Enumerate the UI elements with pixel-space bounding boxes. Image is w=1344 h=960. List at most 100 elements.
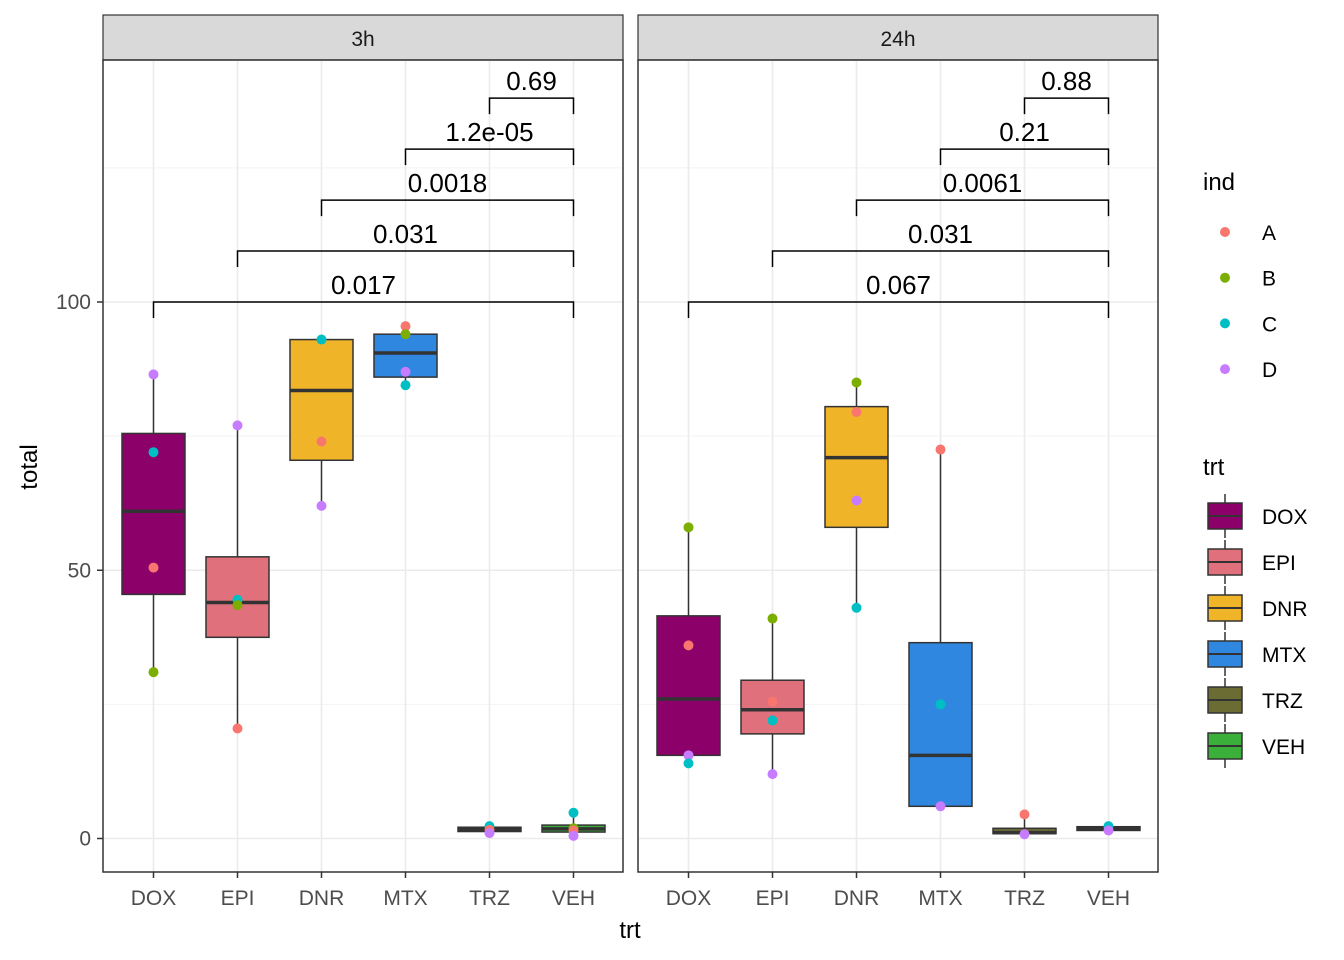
point-veh-c	[568, 807, 579, 818]
point-dnr-c	[851, 602, 862, 613]
legend-label: A	[1262, 222, 1276, 245]
point-mtx-b	[400, 329, 411, 340]
legend-label: TRZ	[1262, 690, 1303, 713]
legend-label: EPI	[1262, 552, 1296, 575]
legend-item-mtx: MTX	[1207, 632, 1306, 676]
box-dox	[121, 374, 186, 673]
box-body	[373, 333, 438, 378]
x-tick-label: EPI	[756, 887, 790, 910]
point-epi-a	[232, 723, 243, 734]
legend-key-point	[1220, 227, 1230, 237]
x-tick-label: DNR	[299, 887, 345, 910]
p-value-label: 0.0061	[943, 168, 1023, 198]
box-dnr	[824, 382, 889, 608]
legend-item-epi: EPI	[1207, 540, 1296, 584]
point-epi-c	[767, 715, 778, 726]
legend-label: B	[1262, 268, 1276, 291]
comparison-bracket	[152, 301, 575, 318]
comparison-bracket	[488, 97, 575, 115]
facet-strip-label: 3h	[351, 28, 374, 51]
legend-title: ind	[1203, 169, 1235, 196]
comparison-bracket	[404, 148, 575, 166]
panel-border	[102, 59, 624, 873]
x-axis: DOX EPI DNR MTX TRZ VEH	[666, 872, 1130, 910]
x-tick-label: DOX	[666, 887, 712, 910]
point-veh-d	[1103, 825, 1114, 836]
y-tick-label: 50	[68, 559, 91, 582]
facet-strip	[637, 14, 1159, 61]
facet-panel-3h: 3h 0.017 0.031 0.0018 1.2e-05 0.69 DOX EPI DNR MT…	[102, 14, 624, 910]
point-dox-a	[148, 562, 159, 573]
box-body	[740, 679, 805, 735]
point-dox-c	[683, 758, 694, 769]
legend-item-a: A	[1220, 222, 1276, 245]
point-dox-a	[683, 640, 694, 651]
legend-label: DOX	[1262, 506, 1308, 529]
point-dnr-d	[851, 495, 862, 506]
legend-label: MTX	[1262, 644, 1306, 667]
comparison-bracket	[771, 250, 1110, 268]
x-axis: DOX EPI DNR MTX TRZ VEH	[131, 872, 595, 910]
legend-key-point	[1220, 318, 1230, 329]
y-axis: 0 50 100	[56, 291, 103, 851]
point-epi-d	[232, 420, 243, 431]
p-value-label: 0.0018	[408, 168, 488, 198]
x-tick-label: EPI	[221, 887, 255, 910]
facet-panel-24h: 24h 0.067 0.031 0.0061 0.21 0.88 DOX EPI DNR MTX T…	[637, 14, 1159, 910]
comparisons: 0.067 0.031 0.0061 0.21 0.88	[687, 66, 1110, 318]
x-tick-label: MTX	[918, 887, 962, 910]
p-value-label: 0.031	[908, 219, 973, 249]
x-axis-title: trt	[619, 917, 641, 944]
x-tick-label: MTX	[383, 887, 427, 910]
point-dnr-b	[851, 377, 862, 388]
point-mtx-a	[935, 444, 946, 455]
legend-key-point	[1220, 272, 1230, 283]
y-axis-title: total	[16, 444, 43, 489]
comparisons: 0.017 0.031 0.0018 1.2e-05 0.69	[152, 66, 575, 318]
box-mtx	[908, 449, 973, 808]
p-value-label: 1.2e-05	[445, 117, 533, 147]
box-mtx	[373, 326, 438, 386]
legend-item-c: C	[1220, 313, 1277, 336]
legend-label: DNR	[1262, 598, 1308, 621]
box-body	[121, 432, 186, 596]
facet-strip-label: 24h	[880, 28, 915, 51]
p-value-label: 0.017	[331, 270, 396, 300]
point-dox-b	[148, 667, 159, 678]
legend-key-point	[1220, 364, 1230, 375]
y-tick-label: 100	[56, 291, 91, 314]
p-value-label: 0.88	[1041, 66, 1092, 96]
point-epi-b	[767, 613, 778, 624]
point-dnr-d	[316, 500, 327, 511]
box-body	[656, 615, 721, 757]
legend-item-trz: TRZ	[1207, 678, 1303, 722]
legend-item-b: B	[1220, 268, 1276, 291]
point-trz-d	[1019, 829, 1030, 840]
p-value-label: 0.21	[999, 117, 1050, 147]
point-mtx-c	[400, 380, 411, 391]
point-mtx-a	[400, 321, 411, 332]
point-epi-b	[232, 600, 243, 611]
box-dnr	[289, 338, 354, 506]
box-body	[824, 405, 889, 529]
box-dox	[656, 527, 721, 764]
point-dnr-a	[316, 436, 327, 447]
comparison-bracket	[320, 199, 575, 217]
p-value-label: 0.067	[866, 270, 931, 300]
legend-item-veh: VEH	[1207, 724, 1305, 768]
facet-panels: 3h 0.017 0.031 0.0018 1.2e-05 0.69 DOX EPI DNR MT…	[102, 14, 1159, 910]
point-mtx-d	[400, 366, 411, 377]
legend-item-d: D	[1220, 359, 1277, 382]
point-dox-d	[683, 750, 694, 761]
point-dox-d	[148, 369, 159, 380]
points	[148, 321, 579, 841]
p-value-label: 0.031	[373, 219, 438, 249]
legend-label: D	[1262, 359, 1277, 382]
legend-item-dox: DOX	[1207, 494, 1308, 538]
legend-title: trt	[1203, 454, 1225, 481]
legend-trt: trt DOX EPI DNR MTX TRZ VEH	[1203, 454, 1308, 768]
p-value-label: 0.69	[506, 66, 557, 96]
